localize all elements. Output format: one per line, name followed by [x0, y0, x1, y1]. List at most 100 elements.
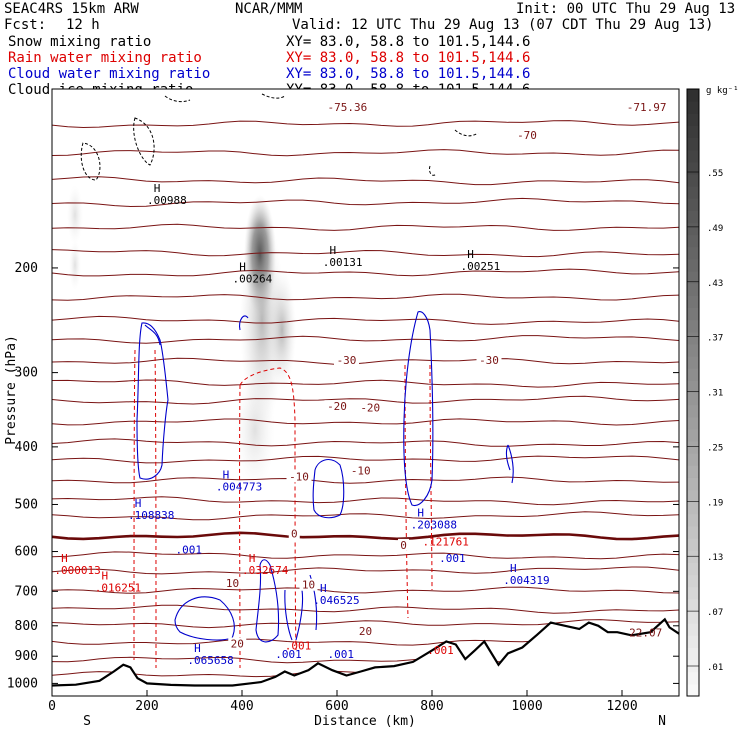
isotherm	[52, 476, 679, 484]
colorbar-unit: g kg⁻¹	[706, 86, 739, 96]
colorbar-swatch	[687, 234, 699, 248]
isotherm-label: -20	[360, 402, 380, 415]
isotherm-label: 10	[226, 577, 239, 590]
south-label: S	[83, 714, 91, 729]
isotherm-lines	[52, 120, 679, 678]
isotherm-label-bg	[357, 401, 383, 414]
extreme-label: .00251	[461, 260, 501, 273]
colorbar-swatch	[687, 380, 699, 393]
extreme-label: .001	[439, 552, 466, 565]
extreme-label: .001	[176, 544, 203, 557]
isotherm-label-bg	[356, 625, 375, 638]
isotherm	[52, 268, 679, 277]
x-tick-label: 200	[135, 699, 158, 714]
legend-cloudwater-xy: XY= 83.0, 58.8 to 101.5,144.6	[286, 66, 530, 82]
colorbar-swatch	[687, 671, 699, 685]
legend-rain-xy: XY= 83.0, 58.8 to 101.5,144.6	[286, 50, 530, 66]
colorbar-swatch	[687, 246, 699, 260]
max-marker: H	[154, 182, 161, 195]
colorbar-swatch	[687, 343, 699, 357]
y-axis-label: Pressure (hPa)	[4, 335, 19, 445]
extreme-label: .00988	[147, 194, 187, 207]
valid-time: Valid: 12 UTC Thu 29 Aug 13 (07 CDT Thu …	[292, 17, 713, 33]
max-marker: H	[467, 248, 474, 261]
extreme-label: .004319	[503, 574, 549, 587]
colorbar-label: .37	[707, 334, 723, 344]
extreme-label: .203088	[411, 519, 457, 532]
colorbar-swatch	[687, 416, 699, 430]
extreme-label: -75.36	[328, 101, 368, 114]
colorbar-swatch	[687, 428, 699, 442]
isotherm-label-bg	[476, 354, 502, 367]
y-tick-label: 1000	[7, 676, 38, 691]
isotherm	[52, 604, 679, 614]
terrain-surface	[52, 617, 679, 696]
y-tick-label: 900	[15, 649, 38, 664]
isotherm-label: -30	[337, 354, 357, 367]
isotherm-label: -10	[351, 464, 371, 477]
colorbar-swatch	[687, 198, 699, 211]
colorbar-swatch	[687, 562, 699, 576]
isotherm	[52, 379, 679, 388]
x-axis: 0 200 400 600 800 1000 1200	[48, 690, 638, 714]
colorbar-swatch	[687, 477, 699, 491]
forecast-hours: 12 h	[66, 17, 100, 33]
colorbar-swatch	[687, 598, 699, 612]
max-marker: H	[510, 562, 517, 575]
isotherm	[52, 551, 679, 560]
isotherm-label-bg	[324, 400, 350, 413]
isotherm	[52, 455, 679, 464]
extreme-label: .000013	[54, 564, 100, 577]
isotherm	[52, 335, 679, 344]
isotherm	[52, 418, 679, 426]
colorbar-swatch	[687, 441, 699, 454]
colorbar-label: .43	[707, 279, 723, 289]
organization: NCAR/MMM	[235, 1, 302, 17]
plot-background	[52, 89, 679, 696]
colorbar-swatch	[687, 283, 699, 296]
x-tick-label: 800	[420, 699, 443, 714]
isotherm-label: 20	[231, 637, 244, 650]
isotherm-label-bg	[286, 470, 312, 483]
isotherm	[52, 619, 679, 629]
terrain-fill	[52, 619, 679, 696]
colorbar-label: .55	[707, 169, 723, 179]
extreme-label: .065658	[187, 654, 233, 667]
isotherm	[52, 149, 679, 157]
cloud-ice-contours	[80, 93, 479, 181]
isotherm-label: -30	[479, 354, 499, 367]
colorbar-swatch	[687, 611, 699, 624]
legend-snow-label: Snow mixing ratio	[8, 34, 151, 50]
colorbar-swatch	[687, 586, 699, 600]
extreme-label: .001	[328, 648, 355, 661]
freezing-isotherm	[52, 531, 679, 541]
isotherm	[52, 293, 679, 301]
colorbar-swatch	[687, 647, 699, 661]
extreme-label: .00131	[323, 256, 363, 269]
legend-cloudwater-label: Cloud water mixing ratio	[8, 66, 210, 82]
forecast-label: Fcst:	[4, 17, 46, 33]
x-tick-label: 0	[48, 699, 56, 714]
colorbar-swatch	[687, 295, 699, 309]
max-marker: H	[223, 468, 230, 481]
x-tick-label: 400	[230, 699, 253, 714]
isotherm	[52, 315, 679, 325]
isotherm-label-bg	[288, 527, 300, 540]
extreme-label: .00264	[233, 273, 273, 286]
isotherm	[52, 438, 679, 447]
x-tick-label: 1000	[511, 699, 542, 714]
max-marker: H	[249, 552, 256, 565]
isotherm	[52, 511, 679, 521]
max-marker: H	[329, 244, 336, 257]
extreme-label: .032674	[242, 564, 289, 577]
legend-snow-xy: XY= 83.0, 58.8 to 101.5,144.6	[286, 34, 530, 50]
extreme-label: 22.07	[629, 627, 662, 640]
isotherm-label: 0	[400, 539, 407, 552]
max-marker: H	[61, 552, 68, 565]
extreme-label: .121761	[423, 536, 469, 549]
isotherm-label-bg	[514, 129, 540, 142]
colorbar-swatch	[687, 368, 699, 381]
colorbar-swatch	[687, 307, 699, 321]
max-marker: H	[194, 642, 201, 655]
max-marker: H	[239, 261, 246, 274]
